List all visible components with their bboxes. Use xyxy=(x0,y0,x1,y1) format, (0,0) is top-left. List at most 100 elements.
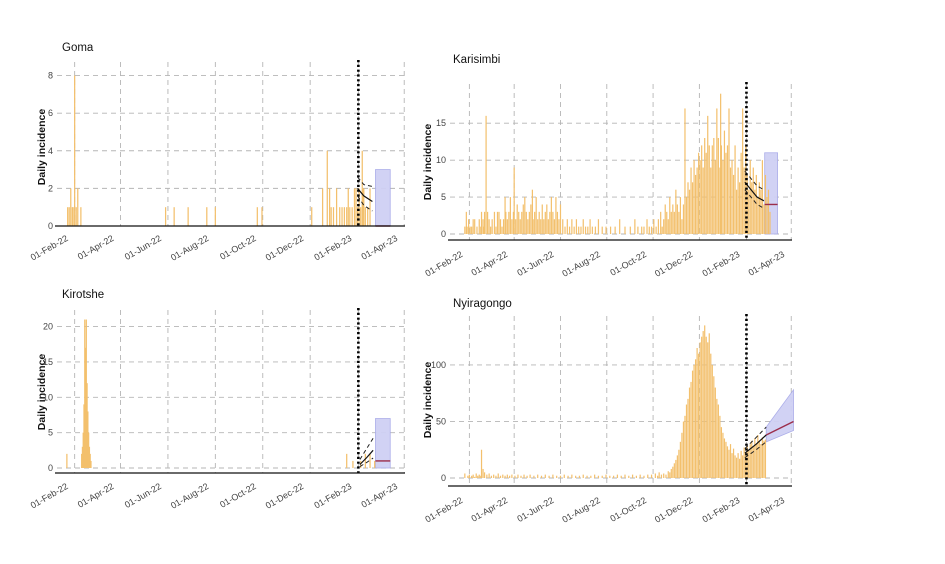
x-tick-label: 01-Jun-22 xyxy=(123,481,163,510)
incidence-bar xyxy=(634,219,636,234)
incidence-bar xyxy=(501,226,503,234)
y-axis-label: Daily incidence xyxy=(422,124,434,201)
incidence-bar xyxy=(688,387,691,478)
y-tick-label: 0 xyxy=(48,463,53,473)
incidence-bar xyxy=(80,207,82,226)
incidence-bar xyxy=(673,463,675,478)
x-tick-label: 01-Feb-23 xyxy=(312,481,353,510)
incidence-bar xyxy=(694,174,697,234)
incidence-bar xyxy=(589,219,591,234)
incidence-bar xyxy=(749,444,751,478)
incidence-bar xyxy=(742,108,744,234)
incidence-bar xyxy=(361,150,363,226)
incidence-bar xyxy=(701,336,703,478)
incidence-bar xyxy=(751,440,753,478)
incidence-bar xyxy=(353,188,356,226)
incidence-bar xyxy=(540,219,542,234)
incidence-bar xyxy=(164,207,167,226)
incidence-bar xyxy=(360,207,362,226)
incidence-bar xyxy=(558,219,560,234)
incidence-bar xyxy=(477,475,479,478)
incidence-bar xyxy=(704,325,706,478)
y-tick-label: 6 xyxy=(48,108,53,118)
incidence-bar xyxy=(749,160,751,234)
incidence-bar xyxy=(474,476,476,478)
x-tick-label: 01-Apr-23 xyxy=(747,249,787,278)
incidence-bar xyxy=(597,219,600,234)
incidence-bar xyxy=(549,211,551,234)
incidence-bar xyxy=(341,207,343,226)
incidence-bar xyxy=(684,108,686,234)
incidence-bar xyxy=(735,189,738,234)
incidence-bar xyxy=(672,466,674,478)
fitted-line xyxy=(357,188,373,203)
incidence-bar xyxy=(696,348,698,478)
incidence-bar xyxy=(88,432,90,468)
incidence-bar xyxy=(641,226,643,234)
incidence-bar xyxy=(498,211,500,234)
nyiragongo-chart-panel: Nyiragongo Daily incidence 0 50 100 01-Feb-22… xyxy=(422,298,794,525)
incidence-bar xyxy=(743,447,745,478)
incidence-bar xyxy=(578,475,581,478)
incidence-bar xyxy=(605,474,607,478)
incidence-bar xyxy=(763,440,765,478)
incidence-bar xyxy=(478,474,480,478)
incidence-bar xyxy=(675,459,677,478)
incidence-bar xyxy=(541,204,543,234)
incidence-bar xyxy=(544,211,546,234)
x-tick-label: 01-Jun-22 xyxy=(123,233,163,262)
incidence-bar xyxy=(522,204,524,234)
y-tick-label: 20 xyxy=(43,322,53,332)
incidence-bar xyxy=(466,226,468,234)
forecast-interval-band xyxy=(375,169,391,227)
incidence-bar xyxy=(699,160,701,234)
incidence-bar xyxy=(760,189,762,234)
incidence-bar xyxy=(349,207,351,226)
incidence-bar xyxy=(85,319,87,468)
incidence-bar xyxy=(691,182,694,234)
x-tick-label: 01-Oct-22 xyxy=(608,249,648,278)
incidence-bar xyxy=(546,204,548,234)
incidence-bar xyxy=(690,167,692,234)
incidence-bar xyxy=(690,381,692,478)
incidence-bar xyxy=(547,219,549,234)
incidence-bar xyxy=(544,474,546,478)
incidence-bar xyxy=(648,226,650,234)
incidence-bar xyxy=(739,182,741,234)
y-tick-label: 2 xyxy=(48,183,53,193)
incidence-bar xyxy=(374,460,376,468)
incidence-bar xyxy=(526,475,528,478)
incidence-bar xyxy=(356,207,359,226)
incidence-bar xyxy=(670,211,672,234)
incidence-bar xyxy=(343,207,345,226)
x-tick-label: 01-Aug-22 xyxy=(169,481,210,511)
incidence-bar xyxy=(609,475,611,478)
incidence-bar xyxy=(532,219,534,234)
fitted-line xyxy=(744,181,765,202)
incidence-bar xyxy=(666,211,668,234)
y-tick-label: 0 xyxy=(441,473,446,483)
incidence-bar xyxy=(586,475,588,478)
incidence-bar xyxy=(519,219,521,234)
incidence-bar xyxy=(678,449,680,478)
incidence-bar xyxy=(711,145,713,234)
incidence-bar xyxy=(556,211,559,234)
incidence-bar xyxy=(566,219,568,234)
incidence-bar xyxy=(657,475,659,478)
incidence-bar xyxy=(173,207,175,226)
incidence-bar xyxy=(679,197,682,234)
incidence-bar xyxy=(480,475,482,478)
x-tick-label: 01-Oct-22 xyxy=(218,233,258,262)
incidence-bar xyxy=(486,211,489,234)
incidence-bar xyxy=(531,189,533,234)
incidence-bar xyxy=(705,152,707,234)
incidence-bar xyxy=(726,446,729,478)
incidence-bar xyxy=(764,439,767,478)
incidence-bar xyxy=(483,472,486,478)
incidence-bar xyxy=(720,93,722,234)
incidence-bar xyxy=(731,453,733,478)
incidence-bar xyxy=(472,474,474,478)
incidence-bar xyxy=(743,167,745,234)
incidence-bar xyxy=(663,219,665,234)
